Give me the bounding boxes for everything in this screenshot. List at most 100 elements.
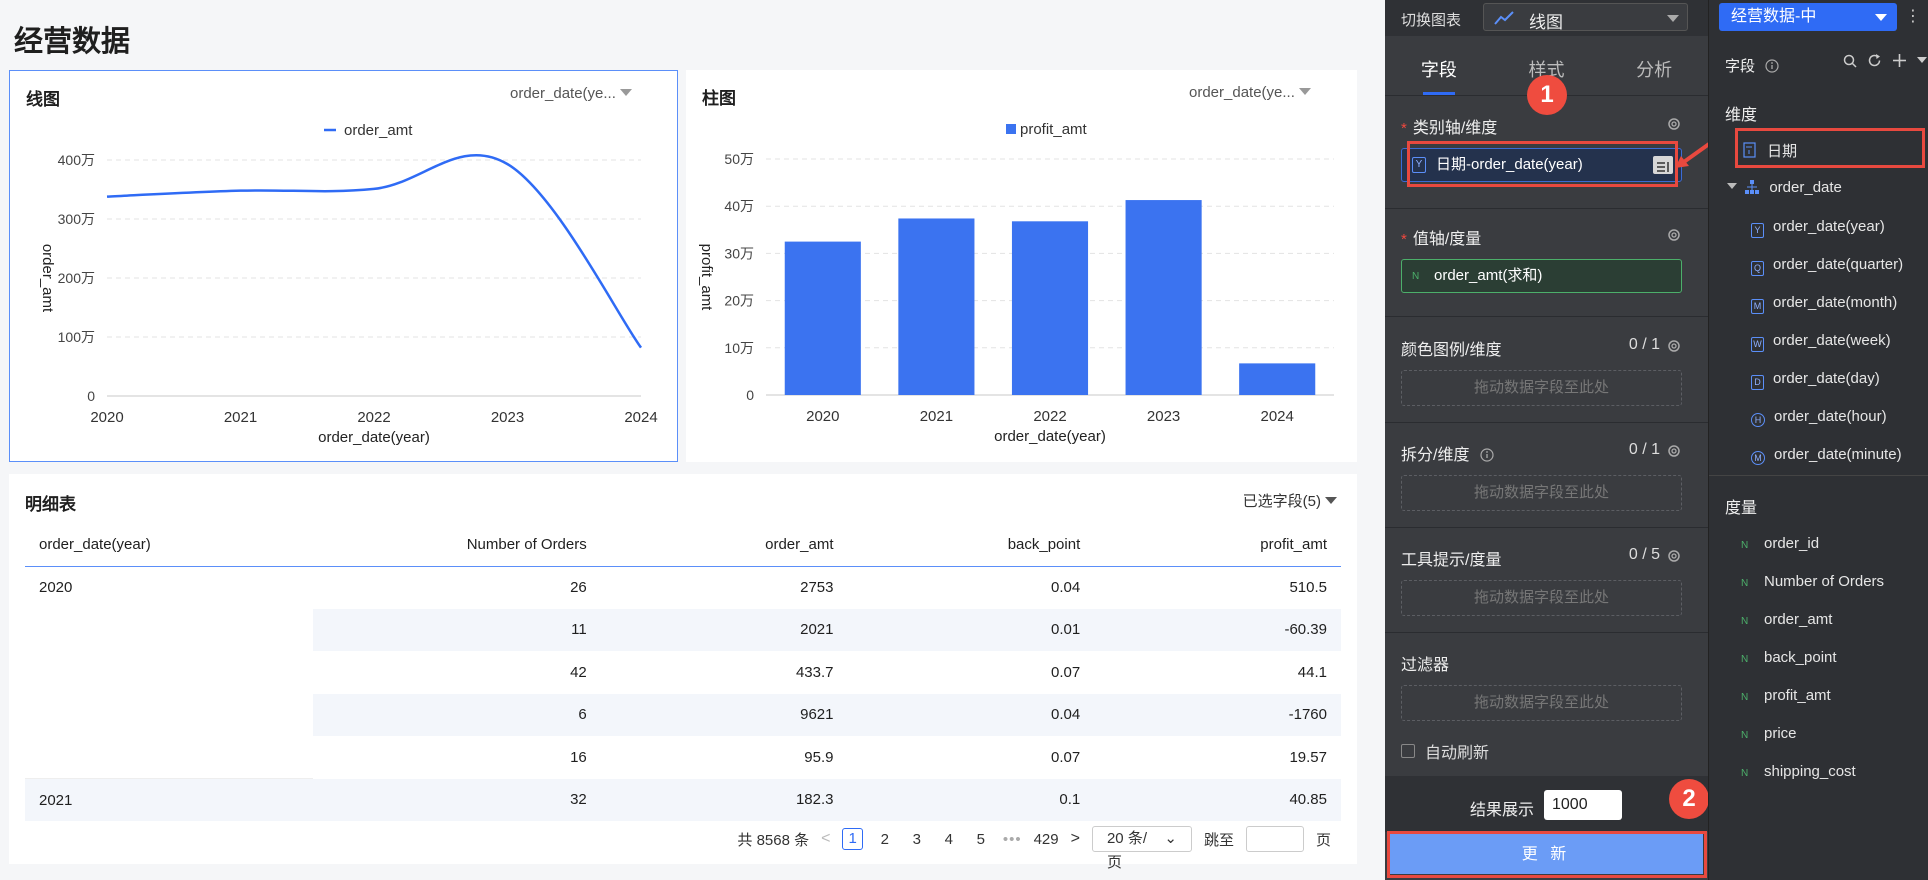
x-tick-label: 2021 (920, 408, 953, 425)
chart-type-select[interactable]: 线图 (1483, 3, 1688, 32)
date-level-label: order_date(year) (1773, 218, 1885, 235)
update-button[interactable]: 更 新 (1389, 834, 1703, 874)
measure-label: order_id (1764, 535, 1820, 552)
result-limit-input[interactable]: 1000 (1544, 790, 1622, 820)
chevron-down-icon (1875, 14, 1887, 21)
table-cell: 2021 (600, 608, 848, 651)
table-title: 明细表 (25, 495, 76, 514)
divider (1385, 527, 1708, 528)
add-icon[interactable] (1892, 53, 1907, 68)
jump-page-input[interactable] (1245, 826, 1304, 852)
tooltip-count: 0 / 5 (1628, 546, 1660, 563)
tooltip-section: 工具提示/度量 0 / 5 拖动数据字段至此处 (1401, 546, 1682, 616)
step-badge-1: 1 (1527, 75, 1567, 115)
page-button-5[interactable]: 5 (976, 830, 985, 848)
page-button-2[interactable]: 2 (880, 830, 889, 848)
number-type-icon: N (1741, 768, 1749, 779)
bar (1239, 363, 1316, 395)
refresh-icon[interactable] (1867, 53, 1882, 68)
page-size-select[interactable]: 20 条/页 ⌄ (1091, 826, 1192, 871)
x-tick-label: 2020 (90, 409, 123, 426)
split-drop-zone[interactable]: 拖动数据字段至此处 (1401, 475, 1682, 511)
line-chart-card[interactable]: 线图 order_date(ye... 0 100万 200万 300万 400万 202… (9, 70, 678, 462)
page-button-last[interactable]: 429 (1033, 830, 1059, 848)
measure-label: back_point (1764, 649, 1837, 666)
y-tick-label: 100万 (58, 329, 95, 345)
bar-chart-card[interactable]: 柱图 order_date(ye... 0 10万 20万 30万 40万 50万 2020… (686, 70, 1357, 462)
filter-drop-zone[interactable]: 拖动数据字段至此处 (1401, 685, 1682, 721)
dataset-name: 经营数据-中 (1731, 8, 1817, 25)
pagination-total: 共 8568 条 (737, 831, 810, 849)
line-chart-field-select[interactable]: order_date(ye... (510, 85, 632, 102)
category-axis-field-pill[interactable]: Y 日期-order_date(year) (1401, 148, 1682, 182)
date-field-item[interactable]: 日期 (1743, 140, 1797, 161)
chevron-down-icon: ⌄ (1164, 830, 1177, 847)
gear-icon[interactable] (1666, 227, 1682, 243)
auto-refresh[interactable]: 自动刷新 (1401, 739, 1489, 763)
color-legend-drop-zone[interactable]: 拖动数据字段至此处 (1401, 370, 1682, 406)
table-cell: 44.1 (1297, 663, 1327, 681)
measure-label: profit_amt (1764, 687, 1831, 704)
tab-fields[interactable]: 字段 (1385, 36, 1493, 95)
measure-title: 度量 (1725, 500, 1758, 517)
fields-label: 字段 (1725, 58, 1756, 75)
measure-item[interactable]: N Number of Orders (1741, 573, 1884, 590)
table-cell: 0.07 (1051, 663, 1081, 681)
page-button-4[interactable]: 4 (944, 830, 953, 848)
gear-icon[interactable] (1666, 443, 1682, 459)
chevron-down-icon[interactable] (1917, 56, 1927, 65)
tab-analysis[interactable]: 分析 (1636, 60, 1673, 80)
column-header[interactable]: back_point (847, 524, 1095, 567)
date-level-icon: H (1751, 413, 1765, 427)
prev-page-button[interactable]: < (821, 830, 831, 847)
gear-icon[interactable] (1666, 338, 1682, 354)
column-header[interactable]: profit_amt (1094, 524, 1341, 567)
page-button-1[interactable]: 1 (842, 828, 863, 850)
column-header[interactable]: order_amt (600, 524, 848, 567)
chart-type-label: 线图 (1529, 13, 1563, 32)
gear-icon[interactable] (1666, 548, 1682, 564)
next-page-button[interactable]: > (1070, 830, 1080, 847)
search-icon[interactable] (1843, 54, 1857, 68)
table-cell (25, 736, 313, 779)
more-icon[interactable]: ⋮ (1905, 8, 1921, 25)
value-axis-field-pill[interactable]: N order_amt(求和) (1401, 259, 1682, 293)
auto-refresh-checkbox[interactable] (1401, 744, 1415, 758)
tab-style[interactable]: 样式 (1528, 60, 1565, 80)
auto-refresh-label: 自动刷新 (1425, 745, 1490, 762)
info-icon[interactable] (1480, 448, 1494, 462)
bar (898, 218, 975, 395)
info-icon[interactable] (1765, 59, 1779, 73)
dataset-select[interactable]: 经营数据-中 (1719, 3, 1897, 31)
y-tick-label: 400万 (58, 152, 95, 168)
page-button-3[interactable]: 3 (912, 830, 921, 848)
gear-icon[interactable] (1666, 116, 1682, 132)
more-pages-ellipsis[interactable]: ••• (1002, 830, 1022, 848)
bar-chart-field-select[interactable]: order_date(ye... (1189, 84, 1311, 101)
sort-icon[interactable] (1653, 156, 1673, 174)
column-header[interactable]: Number of Orders (312, 524, 601, 567)
order-date-group[interactable]: order_date (1727, 179, 1842, 196)
y-tick-label: 50万 (724, 151, 754, 167)
date-field-icon (1743, 142, 1756, 158)
tooltip-drop-zone[interactable]: 拖动数据字段至此处 (1401, 580, 1682, 616)
selected-fields-dropdown[interactable]: 已选字段(5) (1243, 490, 1337, 511)
legend-label: profit_amt (1020, 121, 1088, 138)
table-cell (25, 694, 313, 737)
y-tick-label: 0 (746, 387, 754, 403)
column-header[interactable]: order_date(year) (25, 524, 313, 567)
legend-label: order_amt (344, 122, 413, 139)
